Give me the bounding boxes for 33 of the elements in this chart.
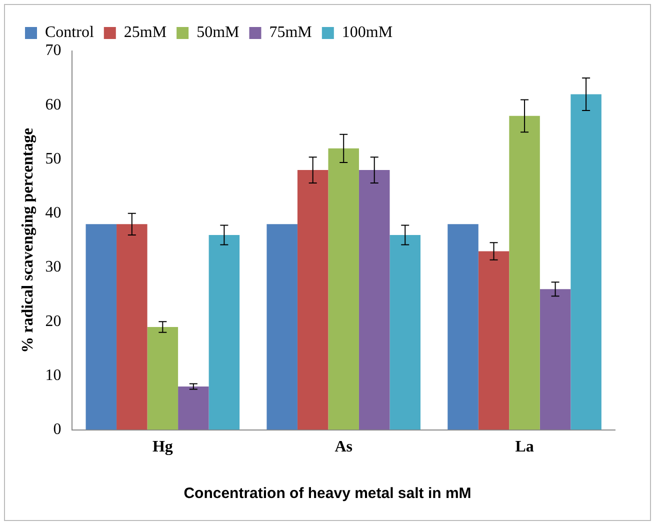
bar xyxy=(358,170,390,430)
x-tick-label: Hg xyxy=(152,438,173,456)
x-axis-title: Concentration of heavy metal salt in mM xyxy=(182,485,472,502)
bar xyxy=(147,326,178,430)
y-tick-label: 40 xyxy=(45,204,62,222)
bar xyxy=(266,224,298,430)
legend-label: Control xyxy=(45,24,94,42)
y-tick-label: 60 xyxy=(45,96,62,114)
bar xyxy=(178,386,209,430)
y-tick-label: 70 xyxy=(45,42,62,60)
y-tick-label: 10 xyxy=(45,366,62,384)
legend-label: 75mM xyxy=(269,24,312,42)
bar xyxy=(86,224,117,430)
x-tick-label: As xyxy=(334,438,352,456)
x-tick-label: La xyxy=(515,438,534,456)
y-axis-title: % radical scavenging percentage xyxy=(20,128,37,353)
bar xyxy=(208,234,240,430)
legend-label: 100mM xyxy=(342,24,393,42)
bar xyxy=(570,94,602,430)
bar xyxy=(540,289,571,430)
bar xyxy=(478,251,510,430)
legend-label: 50mM xyxy=(196,24,240,42)
y-tick-label: 30 xyxy=(45,258,62,276)
bar xyxy=(297,170,328,430)
y-tick-label: 0 xyxy=(53,421,62,438)
bar xyxy=(509,116,540,430)
y-tick-label: 50 xyxy=(45,150,62,168)
bar xyxy=(116,224,148,430)
bar xyxy=(390,234,420,430)
legend-label: 25mM xyxy=(124,24,167,42)
y-tick-label: 20 xyxy=(45,312,62,330)
bar xyxy=(328,148,359,430)
bar xyxy=(448,224,478,430)
